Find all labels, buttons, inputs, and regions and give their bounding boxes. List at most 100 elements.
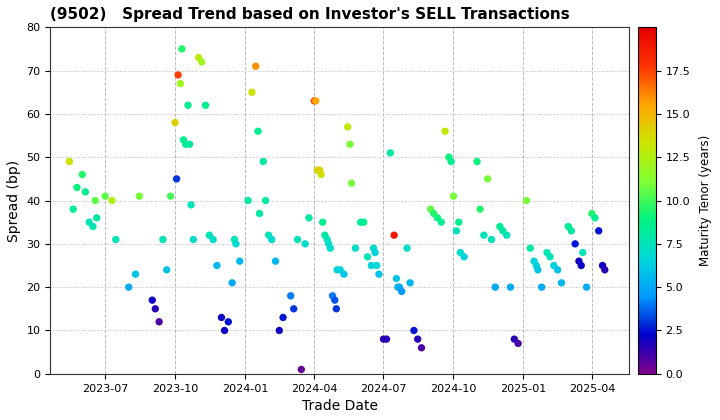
Point: [439, 128, 451, 134]
Point: [106, 197, 117, 204]
Point: [597, 262, 608, 269]
Point: [277, 314, 289, 321]
Point: [541, 249, 553, 256]
Point: [443, 154, 454, 160]
Point: [544, 254, 556, 260]
Point: [589, 215, 600, 221]
Point: [415, 344, 427, 351]
Point: [303, 215, 315, 221]
Point: [234, 258, 246, 265]
Point: [161, 266, 173, 273]
Point: [586, 210, 598, 217]
Point: [89, 197, 101, 204]
Point: [355, 219, 366, 226]
Point: [300, 241, 311, 247]
Point: [325, 245, 336, 252]
Point: [505, 284, 516, 291]
Point: [292, 236, 303, 243]
Point: [176, 46, 188, 52]
Point: [310, 97, 322, 104]
Point: [497, 228, 508, 234]
Point: [321, 236, 333, 243]
Point: [312, 167, 323, 173]
Point: [323, 241, 335, 247]
Point: [188, 236, 199, 243]
Point: [474, 206, 486, 213]
Point: [536, 284, 547, 291]
Point: [366, 262, 377, 269]
Point: [432, 215, 444, 221]
Point: [315, 171, 327, 178]
X-axis label: Trade Date: Trade Date: [302, 399, 378, 413]
Point: [308, 97, 320, 104]
Point: [150, 305, 161, 312]
Point: [472, 158, 483, 165]
Point: [229, 236, 240, 243]
Point: [373, 271, 384, 278]
Point: [252, 128, 264, 134]
Point: [211, 262, 222, 269]
Point: [258, 158, 269, 165]
Point: [175, 80, 186, 87]
Point: [253, 210, 265, 217]
Point: [285, 292, 297, 299]
Point: [369, 249, 381, 256]
Point: [446, 158, 457, 165]
Point: [84, 219, 95, 226]
Point: [199, 102, 211, 109]
Point: [219, 327, 230, 334]
Point: [396, 288, 408, 295]
Point: [99, 193, 111, 199]
Point: [573, 258, 585, 265]
Point: [350, 245, 361, 252]
Point: [593, 228, 605, 234]
Point: [130, 271, 141, 278]
Point: [358, 219, 369, 226]
Point: [63, 158, 75, 165]
Point: [193, 54, 204, 61]
Point: [531, 262, 542, 269]
Point: [566, 228, 577, 234]
Point: [184, 141, 195, 147]
Point: [521, 197, 532, 204]
Point: [532, 266, 544, 273]
Point: [392, 284, 404, 291]
Point: [91, 215, 102, 221]
Point: [459, 254, 470, 260]
Point: [243, 197, 254, 204]
Point: [524, 245, 536, 252]
Point: [296, 366, 307, 373]
Point: [344, 141, 356, 147]
Point: [270, 258, 282, 265]
Point: [153, 318, 165, 325]
Point: [513, 340, 524, 347]
Point: [408, 327, 420, 334]
Point: [453, 219, 464, 226]
Point: [266, 236, 277, 243]
Point: [570, 241, 581, 247]
Point: [454, 249, 466, 256]
Point: [123, 284, 135, 291]
Point: [384, 150, 396, 156]
Point: [490, 284, 501, 291]
Point: [486, 236, 498, 243]
Point: [331, 266, 343, 273]
Point: [246, 89, 258, 96]
Point: [501, 232, 513, 239]
Point: [169, 119, 181, 126]
Point: [448, 193, 459, 199]
Point: [274, 327, 285, 334]
Point: [165, 193, 176, 199]
Point: [76, 171, 88, 178]
Point: [562, 223, 574, 230]
Point: [180, 141, 192, 147]
Point: [172, 71, 184, 78]
Point: [317, 219, 328, 226]
Point: [412, 336, 423, 342]
Point: [207, 236, 219, 243]
Point: [577, 249, 588, 256]
Point: [361, 254, 373, 260]
Point: [346, 180, 357, 186]
Point: [178, 136, 189, 143]
Point: [338, 271, 350, 278]
